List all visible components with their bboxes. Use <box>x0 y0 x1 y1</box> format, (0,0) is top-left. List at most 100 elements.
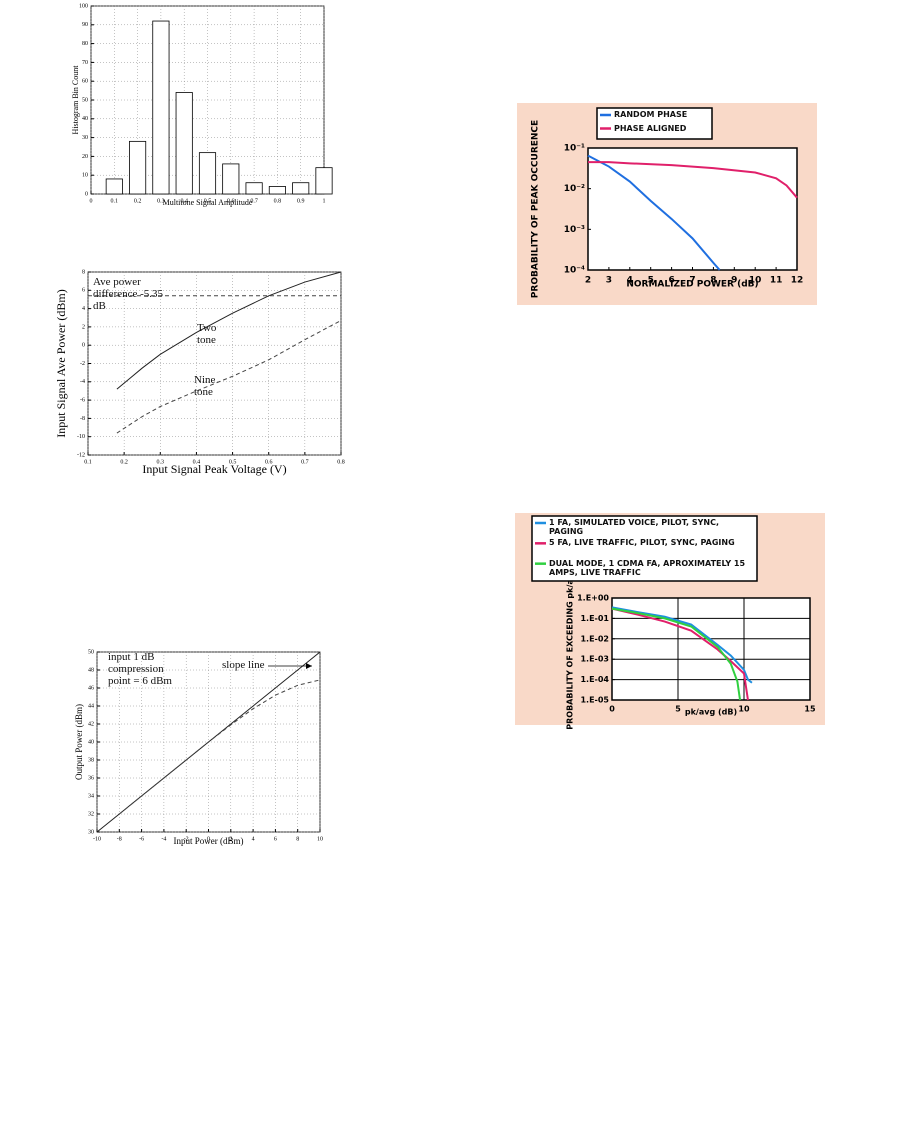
x-tick-label: 0.6 <box>265 459 273 465</box>
x-tick-label: 0.2 <box>120 459 128 465</box>
y-tick-label: -8 <box>80 416 85 422</box>
series-line <box>118 679 321 815</box>
x-tick-label: 0.2 <box>134 198 142 204</box>
x-tick-label: 0 <box>207 836 210 842</box>
chart: 0 0.1 0.2 0.3 0.4 0.5 0.6 0.7 0.8 0.9 101020304050… <box>71 3 333 207</box>
annotation-box: slope line <box>222 659 265 671</box>
x-tick-label: 4 <box>627 276 633 286</box>
annotation: Ave power difference -5.35 dB <box>93 276 164 312</box>
series-line <box>611 607 742 701</box>
x-tick-label: 0.4 <box>180 198 188 204</box>
y-tick-label: 40 <box>82 116 88 122</box>
x-tick-label: 4 <box>252 836 255 842</box>
legend-label: RANDOM PHASE <box>614 110 688 119</box>
chart: -10 -8 -6 -4 -2 0 2 4 6 8 103032343638404244464850… <box>74 649 323 846</box>
y-tick-label: 50 <box>82 97 88 103</box>
x-tick-label: 0.3 <box>157 198 165 204</box>
y-tick-label: 10⁻² <box>564 184 585 194</box>
y-tick-label: 30 <box>82 135 88 141</box>
x-tick-label: 0.1 <box>84 459 92 465</box>
x-axis-label: NORMALIZED POWER (dB) <box>626 280 758 290</box>
x-tick-label: 9 <box>731 276 737 286</box>
series-line <box>116 320 342 434</box>
legend-box <box>531 515 758 582</box>
bar <box>315 167 333 195</box>
chart: 2 3 4 5 6 7 8 9 10 11 12 10⁻⁴ 10⁻³ 10⁻² 10⁻¹ NORMALIZED… <box>517 103 817 305</box>
y-axis-label: Histogram Bin Count <box>71 65 80 135</box>
series-line <box>116 271 342 390</box>
annotation-box: Ave power difference -5.35 dB <box>93 276 164 312</box>
series-line <box>611 607 749 701</box>
x-tick-label: 0.7 <box>301 459 309 465</box>
y-tick-label: 42 <box>88 721 94 727</box>
bar <box>268 186 286 195</box>
y-tick-label: 34 <box>88 793 94 799</box>
y-axis-label: Output Power (dBm) <box>74 704 84 780</box>
y-tick-label: 44 <box>88 703 94 709</box>
x-tick-label: 10 <box>749 276 762 286</box>
legend-label: 1 FA, SIMULATED VOICE, PILOT, SYNC, PAGI… <box>549 518 720 536</box>
y-tick-label: 10⁻¹ <box>564 144 585 154</box>
annotation: slope line <box>222 659 265 671</box>
y-axis-label: Input Signal Ave Power (dBm) <box>54 289 68 437</box>
x-tick-label: 15 <box>804 705 816 714</box>
x-tick-label: 2 <box>585 276 591 286</box>
annotation: Nine tone <box>194 374 216 398</box>
x-tick-label: 0 <box>90 198 93 204</box>
y-tick-label: 40 <box>88 739 94 745</box>
y-tick-label: 60 <box>82 79 88 85</box>
legend-label-box: PHASE ALIGNED <box>614 123 687 133</box>
y-tick-label: 10 <box>82 173 88 179</box>
x-axis-label: Multitone Signal Amplitude <box>163 198 253 207</box>
y-tick-label: 1.E-04 <box>580 675 609 684</box>
legend-label: PHASE ALIGNED <box>614 123 687 133</box>
y-tick-label: 48 <box>88 667 94 673</box>
y-tick-label: 36 <box>88 775 94 781</box>
x-tick-label: -2 <box>184 836 189 842</box>
x-tick-label: 12 <box>791 276 804 286</box>
annotation-box: input 1 dB compression point = 6 dBm <box>108 651 172 687</box>
x-tick-label: 6 <box>668 276 674 286</box>
legend-box <box>596 107 713 140</box>
x-tick-label: -4 <box>161 836 166 842</box>
bar <box>222 163 240 195</box>
bar <box>245 182 263 195</box>
x-tick-label: -10 <box>93 836 101 842</box>
bar <box>292 182 310 195</box>
y-tick-label: -2 <box>80 361 85 367</box>
y-tick-label: 1.E-01 <box>580 614 609 623</box>
y-tick-label: 1.E-02 <box>580 634 609 643</box>
x-tick-label: 8 <box>296 836 299 842</box>
y-tick-label: 0 <box>82 343 85 349</box>
x-tick-label: 0.1 <box>111 198 119 204</box>
series-line <box>611 606 753 684</box>
chart: 0.1 0.2 0.3 0.4 0.5 0.6 0.7 0.8 -12 -10 -8 -6 -4 -2 0 2… <box>54 269 345 475</box>
bar <box>105 178 123 195</box>
y-tick-label: 8 <box>82 269 85 275</box>
series-line <box>588 161 798 199</box>
x-tick-label: 0.8 <box>274 198 282 204</box>
x-tick-label: 0.5 <box>229 459 237 465</box>
y-tick-label: 50 <box>88 649 94 655</box>
y-tick-label: 80 <box>82 41 88 47</box>
x-tick-label: 0.9 <box>297 198 305 204</box>
y-tick-label: 100 <box>79 3 88 9</box>
bar <box>175 92 193 195</box>
y-tick-label: 20 <box>82 154 88 160</box>
x-tick-label: -8 <box>117 836 122 842</box>
x-tick-label: 0 <box>609 705 615 714</box>
x-axis-label: Input Signal Peak Voltage (V) <box>142 462 286 476</box>
annotation: input 1 dB compression point = 6 dBm <box>108 651 172 687</box>
y-tick-label: 4 <box>82 306 85 312</box>
y-tick-label: 2 <box>82 324 85 330</box>
x-tick-label: 11 <box>770 276 783 286</box>
x-tick-label: 0.5 <box>204 198 212 204</box>
x-tick-label: 8 <box>710 276 716 286</box>
x-tick-label: -6 <box>139 836 144 842</box>
y-tick-label: 10⁻⁴ <box>564 266 585 276</box>
y-tick-label: -4 <box>80 379 85 385</box>
y-tick-label: 46 <box>88 685 94 691</box>
plot-area <box>587 147 798 271</box>
legend-label: DUAL MODE, 1 CDMA FA, APROXIMATELY 15 AM… <box>549 558 746 577</box>
y-axis-label: PROBABILITY OF EXCEEDING pk/avg <box>566 568 575 730</box>
